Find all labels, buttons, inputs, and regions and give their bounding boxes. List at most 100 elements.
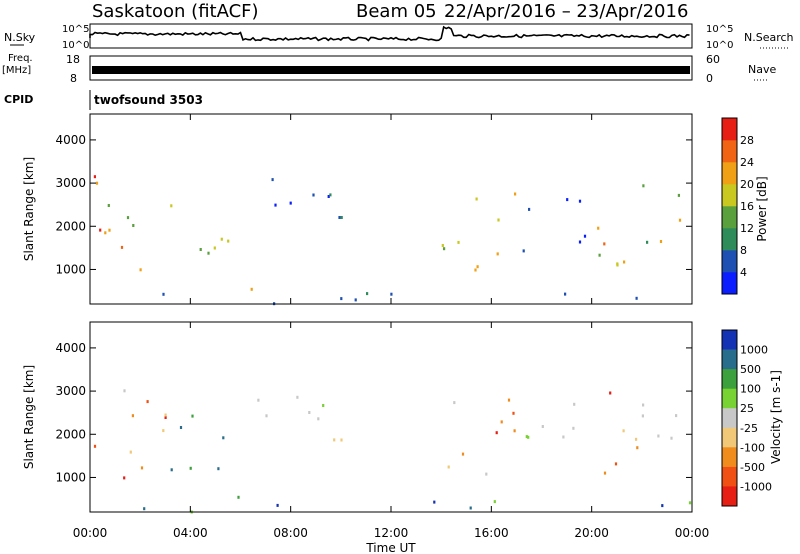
echo-cell bbox=[104, 231, 107, 235]
echo-cell bbox=[670, 436, 673, 440]
echo-cell bbox=[688, 501, 692, 505]
echo-cell bbox=[622, 429, 625, 433]
colorbar-swatch bbox=[722, 369, 737, 389]
echo-cell bbox=[661, 504, 664, 508]
echo-cell bbox=[485, 472, 488, 476]
echo-cell bbox=[527, 435, 530, 439]
echo-cell bbox=[603, 471, 607, 475]
colorbar-swatch bbox=[722, 118, 737, 141]
echo-cell bbox=[289, 201, 292, 205]
colorbar-tick-label: 16 bbox=[740, 200, 754, 213]
echo-cell bbox=[659, 240, 663, 243]
colorbar-tick-label: 100 bbox=[740, 383, 761, 396]
colorbar-swatch bbox=[722, 349, 737, 370]
freq-label: Freq. bbox=[8, 53, 33, 64]
echo-cell bbox=[562, 435, 565, 439]
echo-cell bbox=[162, 429, 165, 433]
echo-cell bbox=[99, 228, 102, 232]
echo-cell bbox=[146, 400, 149, 404]
velocity-colorbar: 1000 500 100 25 -25 -100 -500 -1000 bbox=[721, 329, 772, 507]
nave-label: Nave bbox=[748, 63, 776, 76]
date-range: 22/Apr/2016 – 23/Apr/2016 bbox=[444, 1, 688, 22]
echo-cell bbox=[329, 193, 332, 197]
station-title: Saskatoon (fitACF) bbox=[92, 1, 259, 22]
colorbar-swatch bbox=[722, 388, 737, 409]
nsearch-lo: 10^0 bbox=[706, 40, 733, 51]
colorbar-tick-label: 25 bbox=[740, 402, 754, 415]
y-tick-label: 1000 bbox=[55, 470, 86, 484]
echo-cell bbox=[143, 507, 146, 511]
colorbar-swatch bbox=[722, 447, 737, 468]
colorbar-tick-label: 12 bbox=[740, 222, 754, 235]
echo-cell bbox=[616, 262, 619, 266]
echo-cell bbox=[317, 417, 320, 421]
velocity-ylabel: Slant Range [km] bbox=[22, 365, 36, 469]
velocity-panel: 1000 2000 3000 4000 Slant Range [km] 1000 50… bbox=[22, 321, 783, 514]
colorbar-swatch bbox=[722, 184, 737, 207]
colorbar-tick-label: -500 bbox=[740, 461, 765, 474]
echo-cell bbox=[609, 391, 612, 395]
freq-trace bbox=[92, 66, 690, 74]
x-tick-label: 00:00 bbox=[73, 526, 108, 540]
x-tick-label: 20:00 bbox=[574, 526, 609, 540]
echo-cell bbox=[191, 414, 194, 418]
echo-cell bbox=[95, 181, 99, 185]
echo-cell bbox=[322, 404, 325, 407]
colorbar-swatch bbox=[722, 250, 737, 273]
echo-cell bbox=[495, 431, 498, 435]
echo-cell bbox=[642, 184, 645, 188]
colorbar-tick-label: 4 bbox=[740, 266, 747, 279]
echo-cell bbox=[123, 476, 126, 480]
echo-cell bbox=[139, 268, 142, 272]
echo-cell bbox=[131, 414, 134, 418]
echo-cell bbox=[513, 429, 516, 433]
echo-cell bbox=[578, 199, 582, 203]
echo-cell bbox=[496, 252, 499, 256]
echo-cell bbox=[164, 413, 167, 417]
echo-cell bbox=[564, 292, 567, 296]
echo-cell bbox=[474, 268, 477, 272]
nsky-line bbox=[89, 25, 690, 42]
echo-cell bbox=[162, 292, 165, 296]
nsky-trace bbox=[89, 25, 690, 42]
y-tick-label: 4000 bbox=[55, 133, 86, 147]
echo-cell bbox=[541, 425, 544, 428]
colorbar-tick-label: 1000 bbox=[740, 344, 768, 357]
colorbar-tick-label: -1000 bbox=[740, 480, 772, 493]
echo-cell bbox=[354, 298, 357, 302]
echo-cell bbox=[583, 234, 587, 238]
x-tick-label: 04:00 bbox=[173, 526, 208, 540]
echo-cell bbox=[390, 292, 393, 296]
echo-cell bbox=[525, 435, 528, 439]
x-tick-label: 00:00 bbox=[675, 526, 710, 540]
echo-cell bbox=[296, 395, 299, 399]
echo-cell bbox=[443, 247, 446, 251]
echo-cell bbox=[220, 237, 223, 241]
velocity-colorbar-label: Velocity [m s-1] bbox=[769, 370, 783, 464]
echo-cell bbox=[457, 240, 460, 244]
echo-cell bbox=[340, 438, 343, 442]
echo-cell bbox=[227, 239, 230, 243]
nave-hi: 60 bbox=[706, 53, 720, 66]
colorbar-swatch bbox=[722, 408, 737, 429]
echo-cell bbox=[250, 287, 253, 291]
echo-cell bbox=[199, 248, 202, 251]
y-tick-label: 1000 bbox=[55, 262, 86, 276]
echo-cell bbox=[120, 245, 124, 249]
echo-cell bbox=[635, 296, 638, 300]
y-tick-label: 2000 bbox=[55, 427, 86, 441]
colorbar-frame bbox=[721, 329, 738, 507]
echo-cell bbox=[257, 398, 260, 402]
echo-cell bbox=[340, 216, 343, 219]
nsky-strip-frame bbox=[89, 23, 693, 49]
echo-cell bbox=[308, 411, 311, 414]
power-panel: 1000 2000 3000 4000 Slant Range [km] 4 8 12 16… bbox=[22, 113, 769, 306]
echo-cell bbox=[237, 495, 240, 499]
echo-cell bbox=[276, 503, 279, 507]
echo-cell bbox=[641, 414, 644, 418]
colorbar-swatch bbox=[722, 330, 737, 350]
echo-cell bbox=[93, 175, 96, 179]
y-tick-label: 3000 bbox=[55, 176, 86, 190]
colorbar-swatch bbox=[722, 228, 737, 251]
echo-cell bbox=[573, 402, 576, 406]
